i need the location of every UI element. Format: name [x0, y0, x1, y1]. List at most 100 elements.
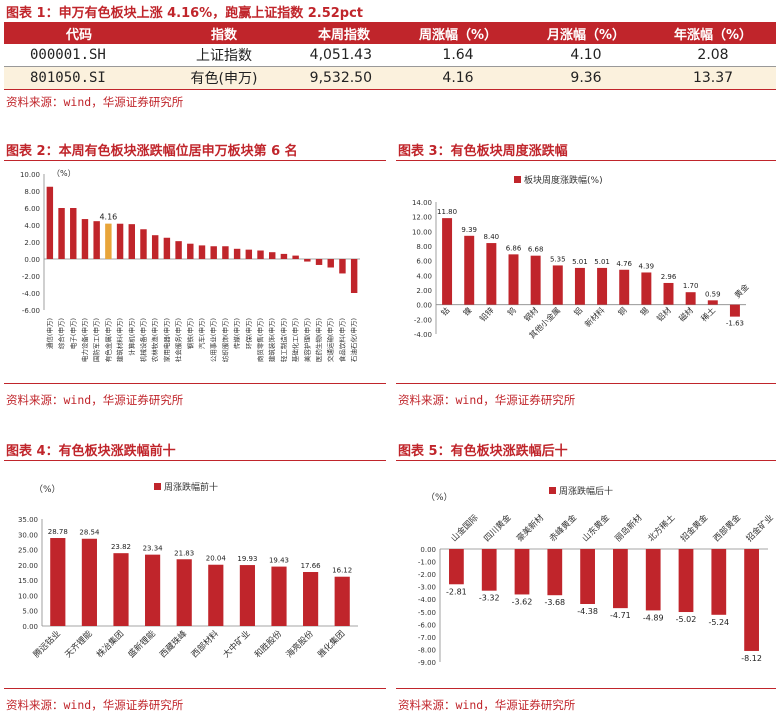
table-cell: 4.10 — [570, 47, 602, 63]
y-tick-label: -1.00 — [418, 559, 436, 567]
x-tick-label: 电子(申万) — [68, 318, 77, 349]
data-label: 28.78 — [48, 528, 68, 536]
bar — [744, 549, 759, 651]
bar — [711, 549, 727, 615]
table-cell: 801050.SI — [4, 66, 154, 90]
data-label: -3.32 — [479, 594, 500, 603]
x-tick-label: 医药生物(申万) — [314, 318, 323, 362]
x-tick-label: 家用电器(申万) — [162, 318, 171, 362]
x-tick-label: 丽岛新材 — [613, 512, 645, 544]
x-tick-label: 计算机(申万) — [127, 318, 136, 356]
data-label: 5.01 — [594, 258, 610, 266]
data-label: 6.68 — [528, 246, 544, 254]
data-label: 4.76 — [616, 260, 632, 268]
x-tick-label: 传媒(申万) — [232, 318, 241, 349]
fig4-bottom-rule — [4, 688, 386, 689]
bar — [641, 272, 652, 305]
y-tick-label: -2.00 — [414, 316, 432, 324]
table-row: 000001.SH 上证指数 4,051.43 1.64 4.10 2.08 — [4, 44, 776, 67]
y-tick-label: -4.00 — [418, 596, 436, 604]
y-tick-label: 25.00 — [18, 547, 38, 555]
bar — [339, 259, 346, 274]
bar — [678, 549, 694, 613]
fig3-bottom-rule — [396, 383, 776, 384]
legend-label: 周涨跌幅后十 — [559, 485, 613, 497]
bar — [81, 538, 97, 626]
data-label: 16.12 — [332, 567, 352, 575]
fig4-title: 图表 4：有色板块涨跌幅前十 — [6, 444, 176, 459]
x-tick-label: 社会服务(申万) — [174, 318, 183, 362]
data-label: 6.86 — [506, 244, 522, 252]
y-tick-label: -4.00 — [414, 331, 432, 339]
y-unit-label: （%） — [52, 169, 76, 178]
bar — [58, 208, 65, 259]
data-label: 8.40 — [484, 233, 500, 241]
bar — [508, 254, 519, 305]
x-tick-label: 国防军工(申万) — [92, 318, 101, 362]
y-tick-label: -6.00 — [22, 307, 40, 315]
bar — [257, 250, 264, 259]
x-tick-label: 铜 — [616, 305, 629, 318]
x-tick-label: 四川黄金 — [482, 512, 514, 544]
bar — [113, 553, 129, 626]
y-tick-label: -2.00 — [418, 571, 436, 579]
bar — [619, 269, 630, 305]
bar — [580, 549, 595, 604]
data-label: -2.81 — [446, 587, 467, 596]
data-label: 11.80 — [437, 208, 457, 216]
bar — [613, 549, 628, 609]
x-tick-label: 基础化工(申万) — [291, 318, 300, 362]
y-tick-label: 6.00 — [24, 205, 40, 213]
data-label: 19.93 — [237, 555, 257, 563]
bar — [105, 223, 112, 259]
y-tick-label: -9.00 — [418, 659, 436, 667]
fig2-chart: -6.00 -4.00 -2.00 0.00 2.00 4.00 6.00 8.00 10.00… — [20, 169, 360, 362]
data-label: 9.39 — [461, 226, 477, 234]
table-cell: 2.08 — [697, 47, 729, 63]
fig1-source: 资料来源：wind，华源证券研究所 — [6, 95, 184, 109]
bar — [547, 549, 563, 596]
bar — [645, 549, 661, 611]
fig3-title: 图表 3：有色板块周度涨跌幅 — [398, 144, 568, 159]
bar — [233, 248, 241, 259]
x-tick-label: 株冶集团 — [94, 628, 126, 660]
y-tick-label: 4.00 — [24, 222, 40, 230]
data-label: 21.83 — [174, 549, 194, 557]
bar — [292, 255, 299, 259]
data-label: -3.62 — [512, 597, 533, 606]
x-tick-label: 建筑装饰(申万) — [267, 318, 276, 362]
x-tick-label: 稀土 — [699, 305, 717, 323]
y-tick-label: 30.00 — [18, 531, 38, 539]
legend-swatch — [154, 483, 161, 490]
bar — [271, 566, 287, 626]
data-label: 20.04 — [206, 555, 227, 563]
x-tick-label: 环保(申万) — [244, 318, 253, 349]
table-cell: 有色(申万) — [154, 66, 294, 90]
data-label: -4.89 — [643, 613, 664, 622]
bar — [530, 255, 541, 305]
data-label: 17.66 — [301, 562, 322, 570]
x-tick-label: 纺织服饰(申万) — [220, 318, 229, 362]
x-tick-label: 大中矿业 — [221, 628, 253, 660]
data-label: 0.59 — [705, 290, 721, 298]
x-tick-label: 山金国际 — [449, 512, 481, 544]
fig5-title-rule — [396, 460, 776, 461]
table-cell: 9.36 — [522, 66, 650, 90]
bar — [663, 282, 674, 305]
data-label: 5.35 — [550, 255, 566, 263]
table-header: 月涨幅（%） — [522, 22, 650, 44]
bar — [46, 186, 54, 259]
fig4-chart: 0.00 5.00 10.00 15.00 20.00 25.00 30.00 35.00 28… — [18, 481, 358, 660]
x-tick-label: 北方稀土 — [646, 512, 678, 544]
x-tick-label: 盛新锂能 — [126, 628, 158, 660]
data-label: 5.01 — [572, 258, 588, 266]
y-tick-label: 4.00 — [416, 272, 432, 280]
y-tick-label: 0.00 — [22, 623, 38, 631]
y-tick-label: 0.00 — [416, 302, 432, 310]
bar — [222, 246, 229, 259]
data-label: -5.24 — [708, 618, 729, 627]
x-tick-label: 综合(申万) — [57, 318, 66, 349]
bar — [140, 229, 147, 259]
x-tick-label: 西藏珠峰 — [157, 628, 189, 660]
y-tick-label: 20.00 — [18, 562, 38, 570]
